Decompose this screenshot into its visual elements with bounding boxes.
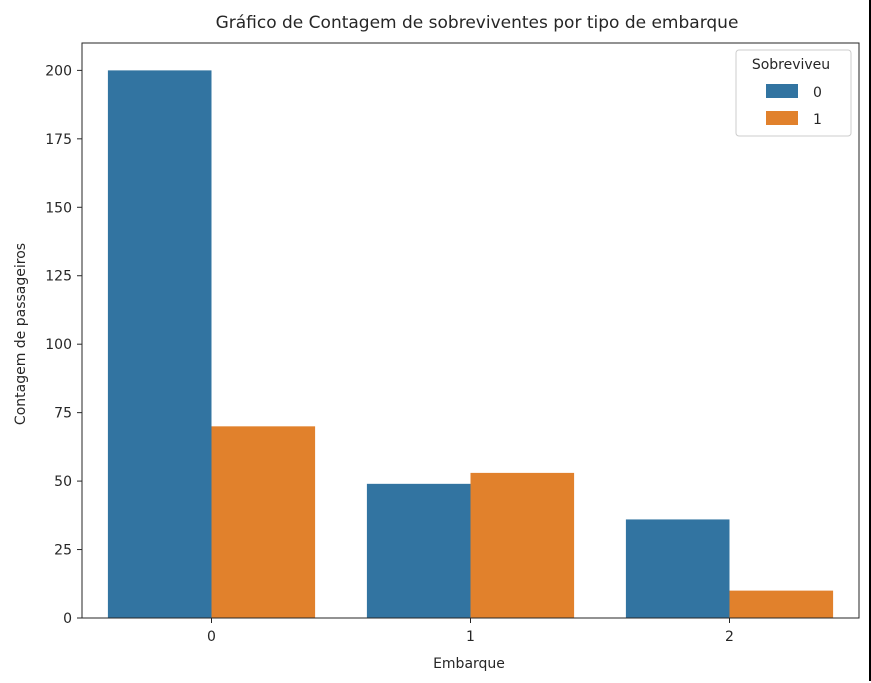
bar-embarque-2-sobreviveu-0 [625, 519, 730, 618]
legend: Sobreviveu 0 1 [735, 49, 852, 137]
y-tick-label: 75 [54, 406, 72, 422]
x-axis-label: Embarque [433, 656, 505, 672]
bars-group [107, 70, 834, 618]
bar-embarque-1-sobreviveu-0 [366, 483, 471, 618]
x-tick-label: 2 [725, 629, 734, 645]
bar-embarque-0-sobreviveu-1 [211, 426, 316, 618]
bar-embarque-1-sobreviveu-1 [470, 472, 575, 618]
y-tick-label: 200 [45, 63, 72, 79]
y-axis-label: Contagem de passageiros [13, 243, 29, 425]
bar-embarque-0-sobreviveu-0 [107, 70, 212, 618]
x-tick-label: 1 [466, 629, 475, 645]
y-tick-label: 50 [54, 474, 72, 490]
y-axis: 0 25 50 75 100 125 150 175 200 [45, 63, 82, 627]
x-axis: 0 1 2 [207, 618, 734, 645]
legend-title: Sobreviveu [752, 57, 830, 73]
chart-title: Gráfico de Contagem de sobreviventes por… [216, 13, 739, 33]
y-tick-label: 150 [45, 200, 72, 216]
y-tick-label: 25 [54, 543, 72, 559]
y-tick-label: 0 [63, 611, 72, 627]
y-tick-label: 175 [45, 132, 72, 148]
legend-swatch-1 [766, 111, 798, 125]
x-tick-label: 0 [207, 629, 216, 645]
bar-embarque-2-sobreviveu-1 [729, 590, 834, 618]
legend-label-0: 0 [813, 85, 822, 101]
y-tick-label: 100 [45, 337, 72, 353]
legend-label-1: 1 [813, 112, 822, 128]
legend-swatch-0 [766, 84, 798, 98]
y-tick-label: 125 [45, 269, 72, 285]
